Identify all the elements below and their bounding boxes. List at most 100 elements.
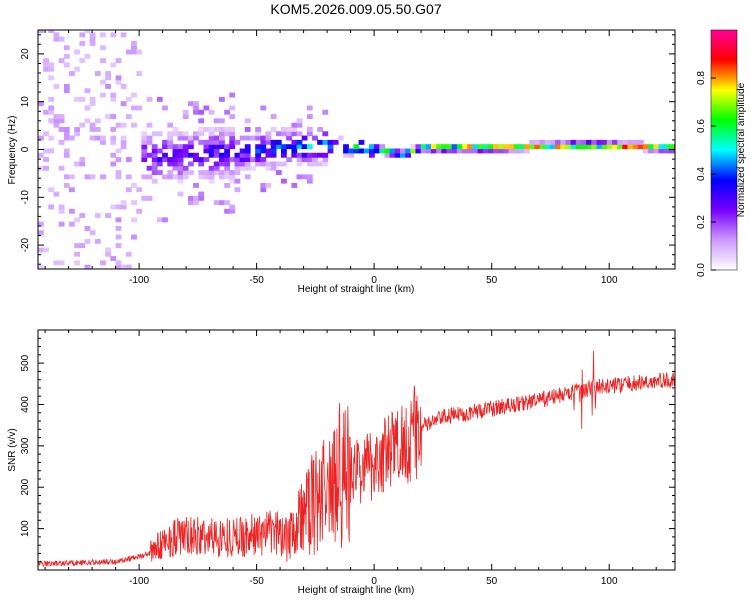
spectrogram-cell bbox=[487, 148, 494, 154]
spectrogram-cell bbox=[100, 45, 106, 51]
spectrogram-cell bbox=[151, 157, 158, 162]
spectrogram-cell bbox=[162, 217, 168, 223]
spectrogram-cell bbox=[84, 174, 91, 180]
spectrogram-cell bbox=[244, 135, 251, 141]
spectrogram-cell bbox=[570, 139, 577, 145]
spectrogram-cell bbox=[63, 127, 70, 132]
spectrogram-cell bbox=[213, 161, 220, 167]
spectrogram-cell bbox=[446, 144, 453, 150]
spectrogram-cell bbox=[38, 30, 44, 33]
spectrogram-cell bbox=[622, 139, 629, 145]
spectrogram-cell bbox=[151, 161, 158, 167]
spectrogram-cell bbox=[663, 148, 670, 154]
spectrogram-cell bbox=[79, 122, 86, 128]
spectrogram-cell bbox=[213, 170, 220, 175]
spectrogram-cell bbox=[224, 200, 230, 206]
spectrogram-cell bbox=[224, 208, 230, 214]
spectrogram-cell bbox=[193, 135, 199, 141]
spectrogram-cell bbox=[100, 260, 106, 266]
spectrogram-cell bbox=[229, 204, 236, 210]
spectrogram-cell bbox=[48, 109, 55, 115]
colorbar-tick-label: 0.8 bbox=[696, 71, 707, 85]
spectrogram-cell bbox=[203, 139, 210, 145]
spectrogram-cell bbox=[115, 226, 122, 231]
spectrogram-cell bbox=[208, 131, 215, 137]
spectrogram-cell bbox=[632, 144, 639, 150]
spectrogram-cell bbox=[270, 144, 277, 150]
spectrogram-cell bbox=[48, 148, 55, 154]
spectrogram-cell bbox=[136, 71, 143, 76]
spectrogram-cell bbox=[467, 144, 473, 150]
spectrogram-cell bbox=[239, 152, 246, 158]
spectrogram-cell bbox=[48, 75, 55, 81]
x-tick-label: -50 bbox=[249, 275, 264, 286]
spectrogram-cell bbox=[177, 191, 184, 197]
spectrogram-cell bbox=[38, 101, 44, 107]
spectrogram-cell bbox=[601, 144, 608, 150]
spectrogram-cell bbox=[167, 135, 174, 141]
spectrogram-cell bbox=[89, 96, 96, 102]
spectrogram-cell bbox=[53, 118, 60, 124]
spectrogram-cell bbox=[79, 213, 86, 218]
spectrogram-cell bbox=[120, 139, 127, 145]
spectrogram-cell bbox=[38, 247, 44, 253]
spectrogram-cell bbox=[653, 148, 660, 154]
spectrogram-cell bbox=[493, 144, 499, 150]
spectrogram-cell bbox=[229, 127, 236, 132]
spectrogram-cell bbox=[120, 32, 127, 38]
y-tick-label: 20 bbox=[20, 48, 31, 60]
spectrogram-cell bbox=[312, 157, 318, 162]
spectrogram-cell bbox=[234, 165, 241, 171]
colorbar-tick-label: 0.2 bbox=[696, 215, 707, 229]
spectrogram-cell bbox=[172, 161, 179, 167]
spectrogram-cell bbox=[79, 157, 86, 162]
spectrogram-cell bbox=[575, 144, 582, 150]
spectrogram-cell bbox=[69, 208, 75, 214]
spectrogram-cell bbox=[53, 122, 60, 128]
spectrogram-cell bbox=[291, 152, 298, 158]
spectrogram-cell bbox=[38, 264, 44, 269]
spectrogram-cell bbox=[115, 79, 122, 85]
spectrogram-cell bbox=[363, 148, 370, 154]
spectrogram-cell bbox=[550, 144, 556, 150]
spectrogram-cell bbox=[601, 139, 608, 145]
spectrogram-cell bbox=[250, 165, 256, 171]
spectrogram-cell bbox=[658, 148, 665, 154]
spectrogram-cell bbox=[131, 200, 137, 206]
spectrogram-cell bbox=[250, 157, 256, 162]
spectrogram-cell bbox=[125, 114, 132, 119]
spectrogram-cell bbox=[265, 131, 272, 137]
spectrogram-cell bbox=[43, 131, 49, 137]
spectrogram-cell bbox=[89, 127, 96, 132]
spectrogram-cell bbox=[389, 148, 396, 154]
spectrogram-cell bbox=[131, 41, 137, 46]
spectrogram-cell bbox=[188, 144, 194, 150]
spectrogram-cell bbox=[306, 105, 313, 111]
spectrogram-cell bbox=[239, 165, 246, 171]
spectrogram-cell bbox=[219, 174, 225, 180]
spectrogram-cell bbox=[327, 148, 334, 154]
spectrogram-cell bbox=[394, 152, 401, 158]
spectrogram-cell bbox=[203, 144, 210, 150]
spectrogram-cell bbox=[125, 264, 132, 269]
spectrogram-cell bbox=[374, 148, 380, 154]
spectrogram-cell bbox=[110, 32, 117, 38]
spectrogram-cell bbox=[43, 66, 49, 72]
spectrogram-cell bbox=[208, 148, 215, 154]
spectrogram-cell bbox=[58, 221, 65, 227]
spectrogram-cell bbox=[131, 122, 137, 128]
spectrogram-cell bbox=[296, 139, 303, 145]
spectrogram-y-axis-title: Frequency (Hz) bbox=[7, 116, 18, 185]
spectrogram-cell bbox=[581, 139, 587, 145]
spectrogram-cell bbox=[498, 144, 504, 150]
spectrogram-cell bbox=[74, 49, 80, 55]
y-tick-label: 200 bbox=[20, 478, 31, 495]
spectrogram-cell bbox=[182, 114, 189, 119]
spectrogram-cell bbox=[265, 183, 272, 188]
colorbar-frame bbox=[710, 29, 738, 271]
spectrogram-cell bbox=[555, 144, 561, 150]
spectrogram-cell bbox=[48, 96, 55, 102]
spectrogram-cell bbox=[110, 135, 117, 141]
spectrogram-cell bbox=[63, 174, 70, 180]
spectrogram-cell bbox=[306, 161, 313, 167]
